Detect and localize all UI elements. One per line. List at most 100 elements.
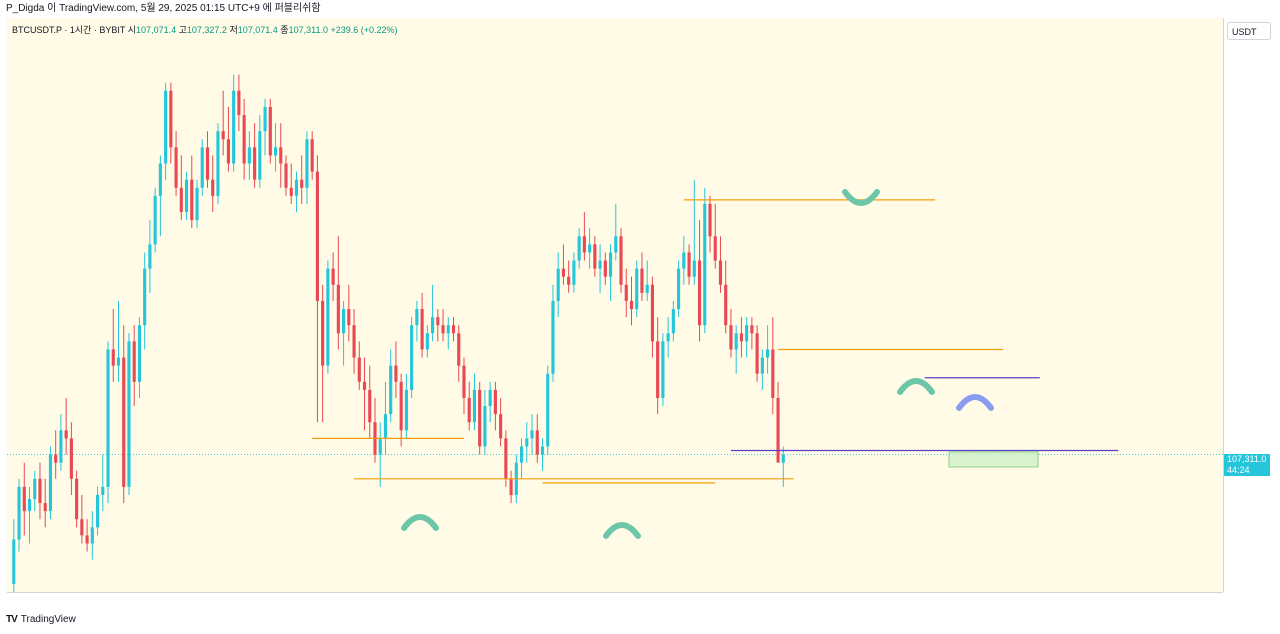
- swing-low-marker: [401, 514, 439, 531]
- candle-body: [294, 179, 299, 196]
- candle-body: [253, 147, 257, 180]
- candle-body: [488, 389, 492, 407]
- candle-body: [158, 163, 162, 196]
- candle-body: [724, 284, 728, 326]
- candle-body: [593, 244, 597, 269]
- candle-body: [399, 381, 403, 431]
- candle-body: [499, 414, 503, 439]
- candle-body: [394, 365, 398, 382]
- footer-brand: TradingView: [20, 614, 76, 625]
- candle-body: [174, 147, 178, 188]
- candle-body: [750, 325, 754, 334]
- candle-body: [116, 357, 121, 366]
- candle-body: [326, 268, 330, 366]
- candle-body: [216, 131, 220, 196]
- candle-body: [525, 438, 529, 447]
- candle-body: [588, 244, 592, 253]
- candle-body: [624, 284, 628, 301]
- candle-body: [619, 236, 623, 285]
- candle-body: [315, 171, 319, 301]
- legend-open-label: 시: [127, 25, 137, 35]
- candle-body: [331, 268, 335, 285]
- candle-body: [190, 179, 194, 221]
- candle-body: [567, 276, 571, 285]
- candle-body: [760, 357, 764, 374]
- candle-body: [504, 438, 508, 479]
- candle-body: [551, 300, 555, 374]
- candle-body: [645, 284, 649, 293]
- candle-body: [603, 260, 607, 277]
- swing-marker-blue: [956, 394, 994, 411]
- candle-body: [59, 430, 63, 463]
- candle-body: [221, 131, 225, 140]
- candle-body: [247, 147, 251, 164]
- candle-body: [766, 349, 770, 358]
- candle-body: [64, 430, 68, 439]
- candle-body: [519, 446, 524, 463]
- candle-body: [577, 236, 581, 261]
- candle-body: [462, 365, 466, 398]
- target-zone: [948, 451, 1039, 468]
- candle-body: [457, 333, 461, 366]
- candle-body: [467, 397, 471, 423]
- candle-body: [389, 365, 393, 415]
- candle-body: [69, 438, 73, 479]
- legend-high-label: 고: [178, 25, 187, 35]
- candle-body: [80, 519, 84, 536]
- candle-body: [640, 268, 644, 293]
- legend-change: +239.6 (+0.22%): [330, 25, 398, 35]
- ohlc-legend: BTCUSDT.P · 1시간 · BYBIT 시107,071.4 고107,…: [12, 23, 398, 36]
- legend-close: 107,311.0: [288, 25, 328, 35]
- candle-body: [708, 203, 712, 237]
- candle-body: [734, 333, 738, 350]
- tradingview-logo-icon: TV: [6, 614, 18, 625]
- candle-body: [493, 389, 497, 415]
- chart-area[interactable]: [7, 18, 1223, 592]
- candle-body: [148, 244, 152, 269]
- candle-body: [232, 90, 236, 164]
- candle-body: [383, 414, 388, 439]
- candle-body: [357, 357, 361, 382]
- candle-body: [305, 139, 309, 188]
- candle-body: [127, 341, 131, 487]
- legend-low-label: 저: [229, 25, 238, 35]
- candle-body: [195, 187, 199, 221]
- candle-body: [771, 349, 775, 398]
- candle-body: [614, 236, 618, 253]
- candle-body: [90, 527, 94, 544]
- candle-body: [650, 284, 654, 342]
- candle-body: [697, 260, 702, 326]
- candle-body: [132, 341, 136, 382]
- time-axis[interactable]: [7, 592, 1223, 610]
- candle-body: [347, 309, 351, 326]
- candle-body: [483, 406, 487, 447]
- candle-body: [226, 139, 230, 164]
- currency-button[interactable]: USDT: [1227, 22, 1271, 40]
- candle-body: [310, 139, 314, 172]
- candle-body: [425, 333, 429, 350]
- candle-body: [431, 317, 435, 334]
- candle-body: [436, 317, 440, 326]
- candle-body: [556, 268, 560, 301]
- candle-body: [122, 357, 126, 487]
- candle-body: [237, 90, 241, 116]
- legend-high: 107,327.2: [186, 25, 227, 35]
- candle-body: [164, 90, 168, 164]
- candle-body: [54, 454, 58, 463]
- candle-body: [739, 333, 743, 342]
- candle-body: [362, 381, 367, 390]
- candle-body: [446, 325, 450, 334]
- candle-body: [661, 341, 665, 398]
- candle-body: [205, 147, 210, 180]
- candle-body: [535, 430, 539, 455]
- candle-body: [781, 454, 785, 463]
- candle-body: [48, 454, 53, 512]
- candle-body: [336, 284, 340, 334]
- candle-body: [671, 309, 675, 334]
- candle-body: [666, 333, 670, 342]
- candle-body: [38, 478, 42, 504]
- candle-body: [268, 106, 272, 156]
- candle-body: [368, 389, 372, 423]
- price-axis[interactable]: [1223, 18, 1280, 592]
